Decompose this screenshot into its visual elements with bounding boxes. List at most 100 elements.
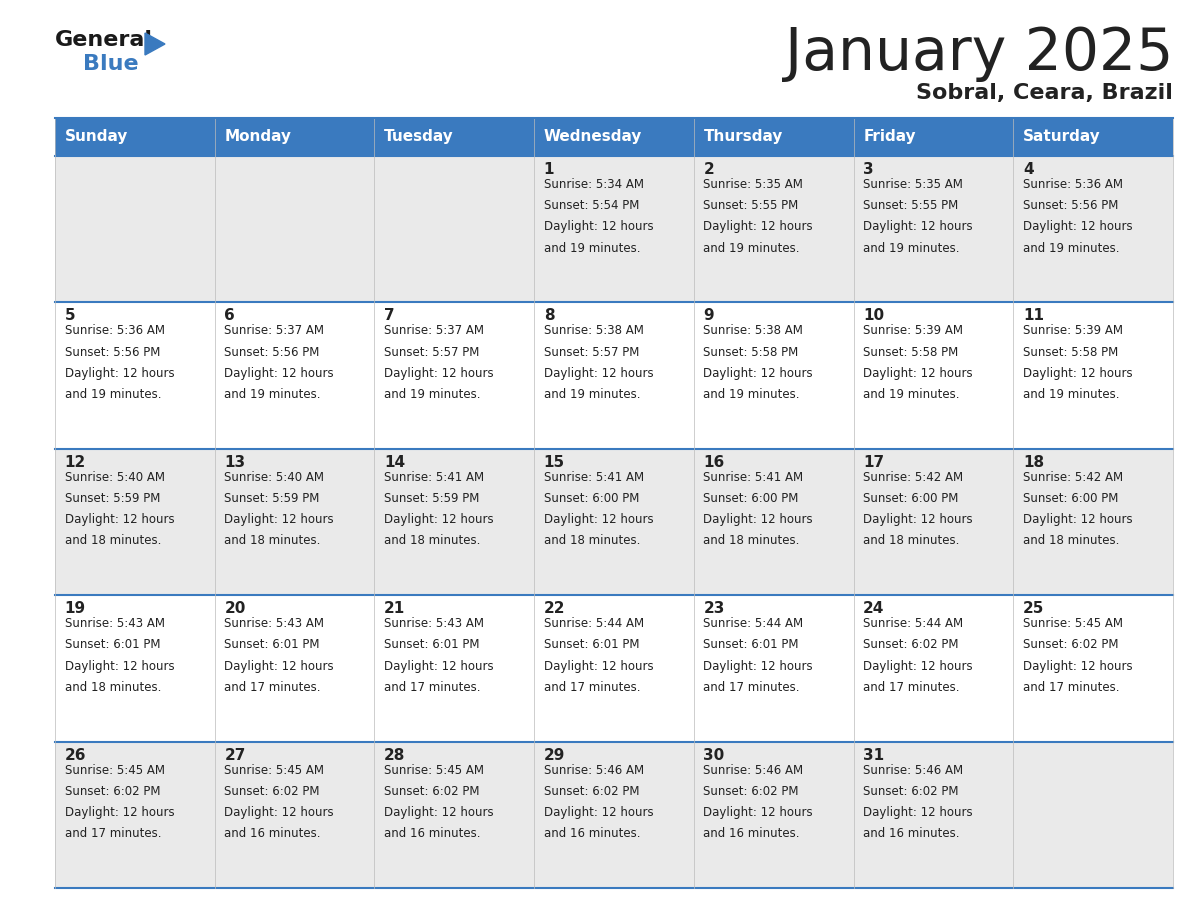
- Text: Sunrise: 5:44 AM: Sunrise: 5:44 AM: [544, 617, 644, 630]
- Text: Sunset: 6:01 PM: Sunset: 6:01 PM: [384, 638, 480, 652]
- Text: Sunrise: 5:42 AM: Sunrise: 5:42 AM: [864, 471, 963, 484]
- Bar: [853, 118, 1013, 156]
- Text: and 18 minutes.: and 18 minutes.: [64, 681, 160, 694]
- Text: Daylight: 12 hours: Daylight: 12 hours: [544, 806, 653, 819]
- Text: 12: 12: [64, 454, 86, 470]
- Text: Sunrise: 5:39 AM: Sunrise: 5:39 AM: [864, 324, 963, 338]
- Text: Sunset: 6:00 PM: Sunset: 6:00 PM: [864, 492, 959, 505]
- Bar: [374, 156, 535, 302]
- Text: and 19 minutes.: and 19 minutes.: [384, 388, 480, 401]
- Bar: [535, 595, 694, 742]
- Text: Sunrise: 5:46 AM: Sunrise: 5:46 AM: [544, 764, 644, 777]
- Text: Sunset: 5:59 PM: Sunset: 5:59 PM: [64, 492, 160, 505]
- Bar: [853, 449, 1013, 595]
- Text: 3: 3: [864, 162, 874, 177]
- Text: Daylight: 12 hours: Daylight: 12 hours: [703, 806, 813, 819]
- Bar: [1013, 302, 1173, 449]
- Bar: [535, 156, 694, 302]
- Text: Sunrise: 5:41 AM: Sunrise: 5:41 AM: [384, 471, 485, 484]
- Text: Sunrise: 5:35 AM: Sunrise: 5:35 AM: [864, 178, 963, 191]
- Text: Daylight: 12 hours: Daylight: 12 hours: [864, 806, 973, 819]
- Text: Sunset: 6:02 PM: Sunset: 6:02 PM: [64, 785, 160, 798]
- Bar: [1013, 156, 1173, 302]
- Text: Sunset: 6:01 PM: Sunset: 6:01 PM: [225, 638, 320, 652]
- Text: Tuesday: Tuesday: [384, 129, 454, 144]
- Bar: [694, 742, 853, 888]
- Bar: [215, 156, 374, 302]
- Text: Daylight: 12 hours: Daylight: 12 hours: [544, 220, 653, 233]
- Bar: [535, 449, 694, 595]
- Text: Sunrise: 5:45 AM: Sunrise: 5:45 AM: [1023, 617, 1123, 630]
- Text: and 16 minutes.: and 16 minutes.: [544, 827, 640, 840]
- Text: Sunrise: 5:39 AM: Sunrise: 5:39 AM: [1023, 324, 1123, 338]
- Bar: [535, 742, 694, 888]
- Text: 10: 10: [864, 308, 884, 323]
- Text: Sunrise: 5:44 AM: Sunrise: 5:44 AM: [864, 617, 963, 630]
- Text: Sunrise: 5:38 AM: Sunrise: 5:38 AM: [544, 324, 644, 338]
- Text: and 18 minutes.: and 18 minutes.: [544, 534, 640, 547]
- Text: and 18 minutes.: and 18 minutes.: [1023, 534, 1119, 547]
- Text: Daylight: 12 hours: Daylight: 12 hours: [1023, 513, 1132, 526]
- Text: Sunset: 6:00 PM: Sunset: 6:00 PM: [544, 492, 639, 505]
- Text: 4: 4: [1023, 162, 1034, 177]
- Bar: [694, 302, 853, 449]
- Text: Sunrise: 5:35 AM: Sunrise: 5:35 AM: [703, 178, 803, 191]
- Text: Daylight: 12 hours: Daylight: 12 hours: [225, 660, 334, 673]
- Text: Sunset: 5:58 PM: Sunset: 5:58 PM: [1023, 346, 1118, 359]
- Text: Daylight: 12 hours: Daylight: 12 hours: [703, 513, 813, 526]
- Text: 30: 30: [703, 747, 725, 763]
- Text: Daylight: 12 hours: Daylight: 12 hours: [864, 367, 973, 380]
- Text: and 19 minutes.: and 19 minutes.: [64, 388, 162, 401]
- Text: Sunrise: 5:40 AM: Sunrise: 5:40 AM: [225, 471, 324, 484]
- Text: and 18 minutes.: and 18 minutes.: [864, 534, 960, 547]
- Text: and 19 minutes.: and 19 minutes.: [703, 241, 800, 254]
- Text: Sunset: 5:59 PM: Sunset: 5:59 PM: [225, 492, 320, 505]
- Text: Daylight: 12 hours: Daylight: 12 hours: [64, 367, 175, 380]
- Bar: [853, 156, 1013, 302]
- Text: Daylight: 12 hours: Daylight: 12 hours: [1023, 660, 1132, 673]
- Bar: [215, 302, 374, 449]
- Text: Daylight: 12 hours: Daylight: 12 hours: [544, 660, 653, 673]
- Text: 9: 9: [703, 308, 714, 323]
- Bar: [374, 595, 535, 742]
- Text: and 17 minutes.: and 17 minutes.: [544, 681, 640, 694]
- Text: 29: 29: [544, 747, 565, 763]
- Text: Sunset: 6:02 PM: Sunset: 6:02 PM: [225, 785, 320, 798]
- Text: Daylight: 12 hours: Daylight: 12 hours: [544, 513, 653, 526]
- Text: Sunset: 6:02 PM: Sunset: 6:02 PM: [384, 785, 480, 798]
- Text: Sunrise: 5:44 AM: Sunrise: 5:44 AM: [703, 617, 803, 630]
- Text: 19: 19: [64, 601, 86, 616]
- Text: Daylight: 12 hours: Daylight: 12 hours: [64, 660, 175, 673]
- Bar: [853, 302, 1013, 449]
- Text: Sunset: 6:02 PM: Sunset: 6:02 PM: [703, 785, 800, 798]
- Text: 18: 18: [1023, 454, 1044, 470]
- Text: 25: 25: [1023, 601, 1044, 616]
- Text: Sunset: 5:56 PM: Sunset: 5:56 PM: [64, 346, 160, 359]
- Text: Daylight: 12 hours: Daylight: 12 hours: [864, 660, 973, 673]
- Text: Sunset: 5:56 PM: Sunset: 5:56 PM: [1023, 199, 1118, 212]
- Text: 31: 31: [864, 747, 884, 763]
- Bar: [535, 302, 694, 449]
- Bar: [215, 449, 374, 595]
- Text: 20: 20: [225, 601, 246, 616]
- Text: Sunrise: 5:41 AM: Sunrise: 5:41 AM: [703, 471, 803, 484]
- Bar: [55, 118, 215, 156]
- Bar: [215, 118, 374, 156]
- Bar: [55, 595, 215, 742]
- Text: 28: 28: [384, 747, 405, 763]
- Text: Daylight: 12 hours: Daylight: 12 hours: [544, 367, 653, 380]
- Text: 13: 13: [225, 454, 246, 470]
- Text: Sunset: 6:00 PM: Sunset: 6:00 PM: [1023, 492, 1118, 505]
- Text: 5: 5: [64, 308, 75, 323]
- Bar: [55, 449, 215, 595]
- Text: Sunrise: 5:43 AM: Sunrise: 5:43 AM: [64, 617, 165, 630]
- Text: and 16 minutes.: and 16 minutes.: [864, 827, 960, 840]
- Text: Sunrise: 5:37 AM: Sunrise: 5:37 AM: [225, 324, 324, 338]
- Text: 21: 21: [384, 601, 405, 616]
- Text: Sunset: 6:01 PM: Sunset: 6:01 PM: [703, 638, 800, 652]
- Text: Sunset: 5:57 PM: Sunset: 5:57 PM: [384, 346, 480, 359]
- Text: and 18 minutes.: and 18 minutes.: [225, 534, 321, 547]
- Text: and 19 minutes.: and 19 minutes.: [1023, 388, 1119, 401]
- Text: 6: 6: [225, 308, 235, 323]
- Text: Sunset: 5:58 PM: Sunset: 5:58 PM: [864, 346, 959, 359]
